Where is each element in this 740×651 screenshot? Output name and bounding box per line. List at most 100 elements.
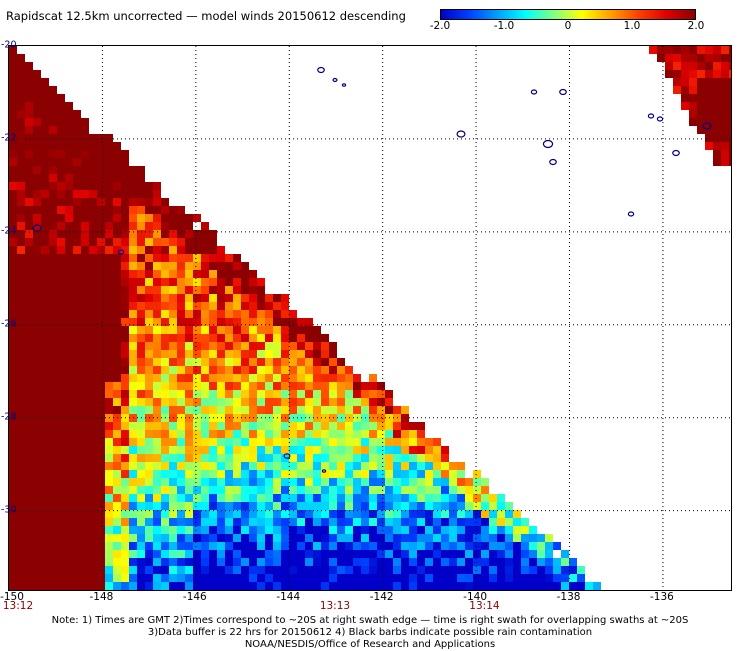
wind-cell [137, 238, 145, 246]
wind-cell [513, 582, 521, 590]
wind-cell [281, 558, 289, 566]
wind-cell [377, 382, 385, 390]
wind-cell [497, 574, 505, 582]
wind-cell [257, 550, 265, 558]
wind-cell [161, 286, 169, 294]
wind-cell [49, 590, 57, 591]
wind-cell [353, 446, 361, 454]
wind-cell [17, 278, 25, 286]
latitude-label: -28 [1, 411, 17, 423]
wind-cell [281, 398, 289, 406]
wind-cell [697, 118, 705, 126]
wind-cell [177, 390, 185, 398]
wind-cell [705, 54, 713, 62]
wind-cell [425, 518, 433, 526]
wind-cell [57, 198, 65, 206]
wind-cell [177, 502, 185, 510]
wind-cell [249, 326, 257, 334]
wind-cell [33, 270, 41, 278]
wind-cell [89, 510, 97, 518]
wind-cell [593, 582, 601, 590]
wind-cell [129, 318, 137, 326]
wind-cell [217, 278, 225, 286]
wind-cell [369, 574, 377, 582]
wind-cell [361, 422, 369, 430]
wind-cell [113, 142, 121, 150]
wind-cell [225, 294, 233, 302]
wind-cell [9, 62, 17, 70]
wind-cell [297, 462, 305, 470]
wind-cell [465, 478, 473, 486]
wind-cell [65, 222, 73, 230]
wind-cell [201, 350, 209, 358]
wind-cell [81, 150, 89, 158]
wind-cell [289, 374, 297, 382]
map-plot-area[interactable] [8, 45, 732, 591]
wind-cell [209, 542, 217, 550]
wind-cell [65, 350, 73, 358]
wind-cell [17, 494, 25, 502]
wind-cell [81, 422, 89, 430]
wind-cell [161, 342, 169, 350]
wind-cell [33, 390, 41, 398]
wind-cell [81, 134, 89, 142]
wind-cell [105, 198, 113, 206]
wind-cell [17, 182, 25, 190]
wind-cell [313, 526, 321, 534]
wind-cell [473, 542, 481, 550]
wind-cell [337, 374, 345, 382]
wind-cell [89, 438, 97, 446]
wind-cell [137, 550, 145, 558]
wind-cell [89, 222, 97, 230]
wind-cell [361, 438, 369, 446]
wind-cell [249, 430, 257, 438]
longitude-label: -142 [369, 591, 394, 603]
wind-cell [257, 398, 265, 406]
wind-cell [297, 542, 305, 550]
wind-cell [289, 398, 297, 406]
wind-cell [385, 406, 393, 414]
wind-cell [241, 430, 249, 438]
wind-cell [721, 94, 729, 102]
wind-cell [273, 486, 281, 494]
wind-cell [161, 246, 169, 254]
wind-cell [105, 134, 113, 142]
wind-cell [105, 174, 113, 182]
wind-cell [185, 550, 193, 558]
wind-cell [81, 462, 89, 470]
wind-cell [49, 550, 57, 558]
wind-cell [145, 262, 153, 270]
wind-cell [273, 334, 281, 342]
wind-cell [305, 350, 313, 358]
wind-cell [281, 382, 289, 390]
wind-cell [73, 438, 81, 446]
wind-cell [81, 118, 89, 126]
wind-cell [33, 454, 41, 462]
wind-cell [129, 262, 137, 270]
wind-cell [505, 518, 513, 526]
wind-cell [177, 542, 185, 550]
wind-cell [9, 278, 17, 286]
wind-cell [73, 462, 81, 470]
wind-cell [9, 166, 17, 174]
wind-cell [201, 318, 209, 326]
wind-cell [521, 582, 529, 590]
wind-cell [289, 574, 297, 582]
wind-cell [273, 398, 281, 406]
wind-cell [57, 206, 65, 214]
wind-cell [201, 382, 209, 390]
wind-cell [41, 222, 49, 230]
wind-cell [49, 582, 57, 590]
wind-cell [201, 566, 209, 574]
wind-cell [441, 534, 449, 542]
wind-cell [273, 422, 281, 430]
wind-cell [137, 502, 145, 510]
wind-cell [417, 422, 425, 430]
wind-cell [65, 470, 73, 478]
wind-cell [153, 198, 161, 206]
wind-cell [401, 518, 409, 526]
wind-cell [137, 462, 145, 470]
wind-cell [465, 582, 473, 590]
wind-cell [353, 470, 361, 478]
wind-cell [209, 422, 217, 430]
